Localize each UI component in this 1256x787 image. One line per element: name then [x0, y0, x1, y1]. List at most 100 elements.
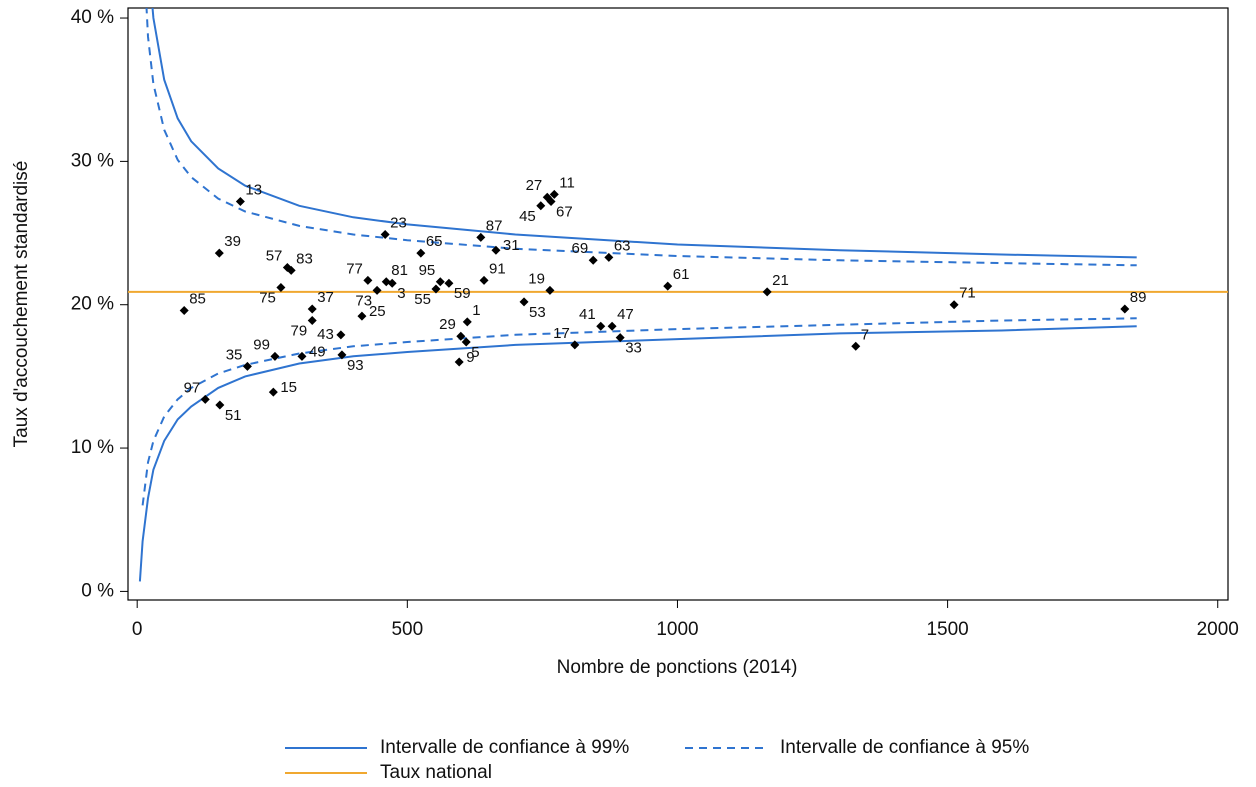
point-label: 47 — [617, 306, 634, 323]
data-point — [179, 305, 189, 315]
point-label: 75 — [259, 289, 276, 306]
point-label: 87 — [486, 217, 503, 234]
confidence-curve — [145, 8, 1137, 267]
x-axis-title: Nombre de ponctions (2014) — [557, 657, 798, 678]
data-point — [596, 321, 606, 331]
point-label: 43 — [317, 326, 334, 343]
point-label: 73 — [355, 292, 372, 309]
point-label: 71 — [959, 285, 976, 302]
data-point — [479, 275, 489, 285]
point-label: 53 — [529, 304, 546, 321]
data-point — [491, 245, 501, 255]
point-label: 93 — [347, 357, 364, 374]
data-point — [545, 285, 555, 295]
data-point — [615, 333, 625, 343]
point-label: 77 — [346, 260, 363, 277]
point-label: 97 — [184, 379, 201, 396]
data-point — [604, 252, 614, 262]
y-tick-label: 10 % — [71, 437, 114, 458]
data-point — [762, 287, 772, 297]
point-label: 31 — [503, 237, 520, 254]
point-label: 21 — [772, 272, 789, 289]
point-label: 7 — [861, 326, 869, 343]
y-axis-title: Taux d'accouchement standardisé — [11, 161, 32, 448]
data-point — [357, 311, 367, 321]
point-label: 95 — [419, 262, 436, 279]
data-point — [381, 277, 391, 287]
point-label: 85 — [189, 290, 206, 307]
data-point — [336, 330, 346, 340]
legend-label: Taux national — [380, 762, 492, 783]
legend-label: Intervalle de confiance à 95% — [780, 737, 1029, 758]
data-point — [454, 357, 464, 367]
data-point — [337, 350, 347, 360]
confidence-curve — [151, 8, 1137, 259]
legend-label: Intervalle de confiance à 99% — [380, 737, 629, 758]
x-tick-label: 500 — [391, 619, 423, 640]
point-label: 67 — [556, 203, 573, 220]
data-point — [851, 341, 861, 351]
data-point — [242, 361, 252, 371]
point-label: 61 — [673, 266, 690, 283]
point-label: 69 — [571, 240, 588, 257]
x-tick-label: 0 — [132, 619, 143, 640]
point-label: 13 — [245, 181, 262, 198]
data-point — [462, 317, 472, 327]
data-point — [570, 340, 580, 350]
y-tick-label: 0 % — [81, 580, 114, 601]
data-point — [268, 387, 278, 397]
plot-frame — [127, 7, 1229, 601]
data-point — [387, 278, 397, 288]
data-point — [200, 394, 210, 404]
point-label: 35 — [226, 346, 243, 363]
point-label: 89 — [1130, 289, 1147, 306]
confidence-curve — [138, 325, 1137, 582]
y-tick-label: 30 % — [71, 150, 114, 171]
point-label: 15 — [280, 379, 297, 396]
point-label: 63 — [614, 237, 631, 254]
point-label: 23 — [390, 214, 407, 231]
point-label: 91 — [489, 260, 506, 277]
point-label: 59 — [454, 285, 471, 302]
data-point — [456, 331, 466, 341]
point-label: 57 — [266, 247, 283, 264]
data-point — [416, 248, 426, 258]
data-point — [461, 337, 471, 347]
data-point — [431, 284, 441, 294]
point-label: 1 — [472, 302, 480, 319]
point-label: 41 — [579, 306, 596, 323]
data-point — [1120, 304, 1130, 314]
data-point — [235, 197, 245, 207]
data-point — [476, 232, 486, 242]
data-point — [588, 255, 598, 265]
data-point — [607, 321, 617, 331]
point-label: 45 — [519, 208, 536, 225]
point-label: 25 — [369, 303, 386, 320]
point-label: 19 — [528, 270, 545, 287]
x-tick-label: 1500 — [926, 619, 968, 640]
data-point — [276, 283, 286, 293]
data-point — [214, 248, 224, 258]
data-point — [215, 400, 225, 410]
point-label: 17 — [553, 325, 570, 342]
y-tick-label: 40 % — [71, 7, 114, 28]
data-point — [307, 304, 317, 314]
point-label: 27 — [526, 177, 543, 194]
data-point — [949, 300, 959, 310]
point-label: 99 — [253, 336, 270, 353]
point-label: 5 — [471, 344, 479, 361]
point-label: 33 — [625, 340, 642, 357]
point-label: 39 — [224, 233, 241, 250]
plot-area — [128, 8, 1228, 582]
x-tick-label: 2000 — [1197, 619, 1239, 640]
data-point — [363, 275, 373, 285]
point-label: 79 — [291, 322, 308, 339]
point-label: 81 — [391, 262, 408, 279]
point-label: 37 — [317, 289, 334, 306]
data-point — [519, 297, 529, 307]
point-label: 49 — [309, 343, 326, 360]
confidence-curve — [141, 317, 1137, 506]
point-label: 65 — [426, 233, 443, 250]
point-label: 29 — [439, 316, 456, 333]
